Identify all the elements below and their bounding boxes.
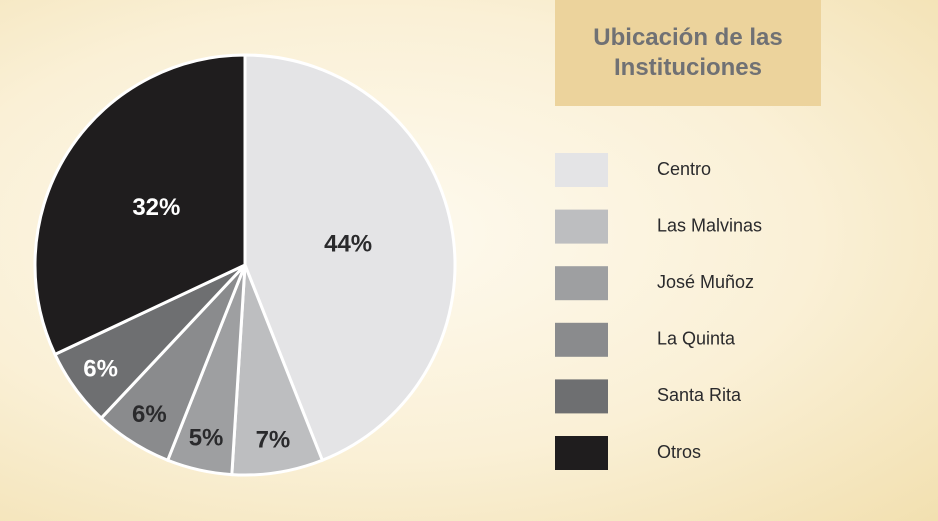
slice-label: 32% bbox=[132, 194, 180, 221]
slice-label: 7% bbox=[256, 427, 291, 454]
slice-label: 5% bbox=[189, 425, 224, 452]
legend-swatch bbox=[555, 153, 608, 187]
pie-slice bbox=[243, 53, 457, 463]
slice-label: 6% bbox=[83, 355, 118, 382]
pie-slice bbox=[33, 53, 247, 357]
slice-label: 44% bbox=[324, 231, 372, 258]
legend-swatch bbox=[555, 436, 608, 470]
chart-title: Ubicación de las Instituciones bbox=[593, 24, 783, 81]
legend-label: Otros bbox=[657, 442, 701, 462]
legend-swatch bbox=[555, 209, 608, 244]
slice-label: 6% bbox=[132, 401, 167, 428]
legend-swatch bbox=[555, 379, 608, 414]
legend-label: Santa Rita bbox=[657, 385, 742, 405]
legend-label: Centro bbox=[657, 159, 711, 179]
legend-label: La Quinta bbox=[657, 329, 736, 349]
legend-swatch bbox=[555, 322, 608, 357]
legend-label: Las Malvinas bbox=[657, 215, 762, 235]
title-box: Ubicación de las Instituciones bbox=[555, 0, 821, 106]
legend-label: José Muñoz bbox=[657, 272, 754, 292]
legend-swatch bbox=[555, 266, 608, 301]
